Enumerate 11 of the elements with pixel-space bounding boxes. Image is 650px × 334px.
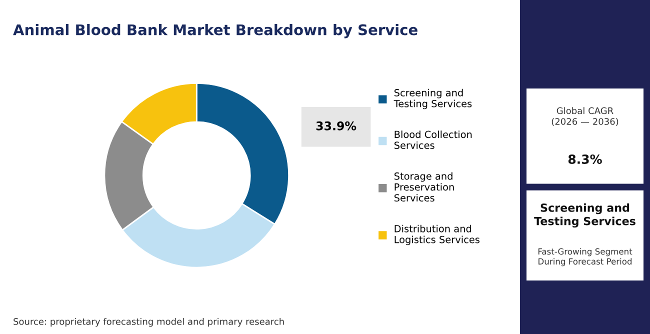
text: 8.3% [568,154,602,164]
legend-label: Distribution and Logistics Services [394,224,480,246]
legend-label: Blood Collection Services [394,130,472,149]
text: Global CAGR (2026 — 2036) [552,107,618,126]
text: Screening and Testing Services [534,203,636,228]
source-note: Source: proprietary forecasting model and primary research [14,318,284,327]
legend-label: Screening and Testing Services [394,88,472,110]
legend-label: Storage and Preservation Services [394,172,454,202]
text: Fast-Growing Segment During Forecast Period [538,248,632,266]
chart-title: Animal Blood Bank Market Breakdown by Service [13,24,418,38]
data-label: 33.9% [316,121,356,130]
